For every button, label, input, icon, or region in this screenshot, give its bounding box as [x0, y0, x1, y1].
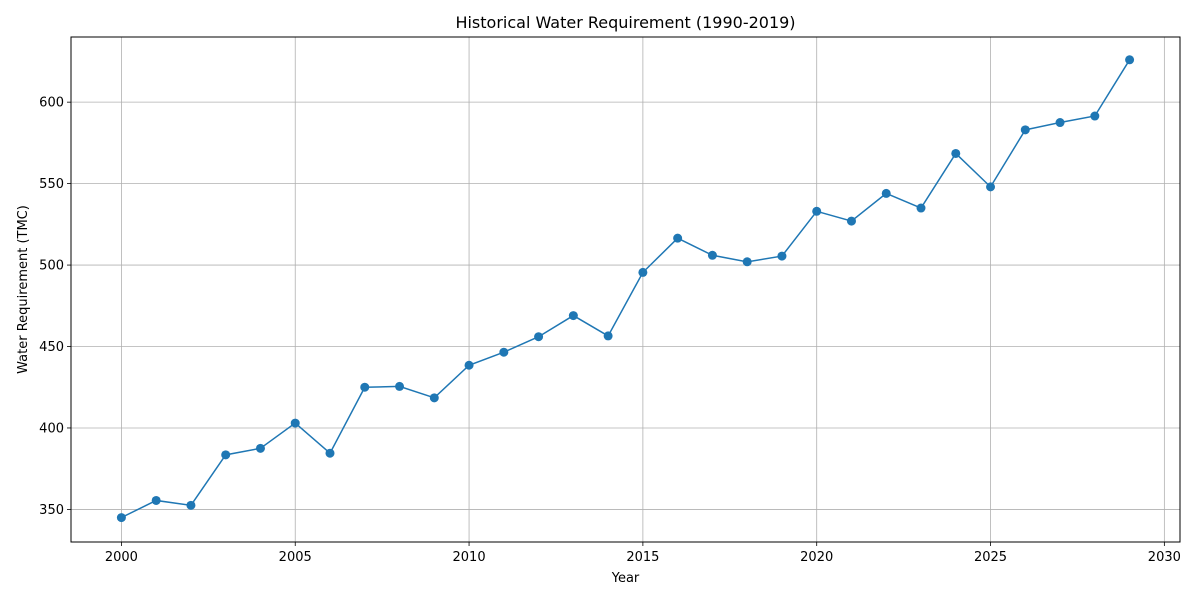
x-tick-label: 2015 — [626, 550, 659, 565]
data-point — [464, 360, 474, 370]
plot-frame — [70, 36, 1181, 543]
grid — [71, 37, 1180, 542]
chart-title: Historical Water Requirement (1990-2019) — [455, 13, 795, 32]
data-point — [951, 148, 961, 158]
data-point — [255, 443, 265, 453]
x-axis-label: Year — [611, 571, 640, 586]
data-point — [186, 500, 196, 510]
data-point — [1125, 55, 1135, 65]
data-point — [568, 311, 578, 321]
x-tick-label: 2020 — [800, 550, 833, 565]
data-point — [395, 381, 405, 391]
data-point — [499, 347, 509, 357]
y-tick-label: 500 — [39, 259, 64, 274]
data-point — [325, 448, 335, 458]
data-point — [116, 513, 126, 523]
data-point — [846, 216, 856, 226]
data-point — [603, 331, 613, 341]
data-point — [777, 251, 787, 261]
x-axis-ticks: 2000 2005 2010 2015 2020 2025 2030 — [105, 542, 1181, 565]
y-tick-label: 600 — [39, 96, 64, 111]
x-tick-label: 2010 — [453, 550, 486, 565]
data-point — [360, 382, 370, 392]
y-tick-label: 400 — [39, 421, 64, 436]
data-point — [986, 182, 996, 192]
data-point — [742, 257, 752, 267]
series-markers — [116, 55, 1135, 523]
data-point — [151, 495, 161, 505]
data-point — [1090, 111, 1100, 121]
y-tick-label: 550 — [39, 177, 64, 192]
data-point — [534, 332, 544, 342]
data-point — [916, 203, 926, 213]
series-line — [121, 59, 1131, 519]
y-axis-ticks: 350 400 450 500 550 600 — [39, 96, 71, 518]
y-tick-label: 450 — [39, 340, 64, 355]
data-point — [429, 393, 439, 403]
y-tick-label: 350 — [39, 503, 64, 518]
data-point — [1020, 125, 1030, 135]
data-point — [707, 250, 717, 260]
x-tick-label: 2000 — [105, 550, 138, 565]
data-point — [812, 206, 822, 216]
data-point — [638, 267, 648, 277]
x-tick-label: 2030 — [1148, 550, 1181, 565]
data-point — [290, 418, 300, 428]
y-axis-label: Water Requirement (TMC) — [16, 205, 31, 374]
data-point — [1055, 118, 1065, 128]
data-point — [221, 450, 231, 460]
x-tick-label: 2005 — [279, 550, 312, 565]
data-point — [673, 233, 683, 243]
x-tick-label: 2025 — [974, 550, 1007, 565]
data-point — [881, 188, 891, 198]
